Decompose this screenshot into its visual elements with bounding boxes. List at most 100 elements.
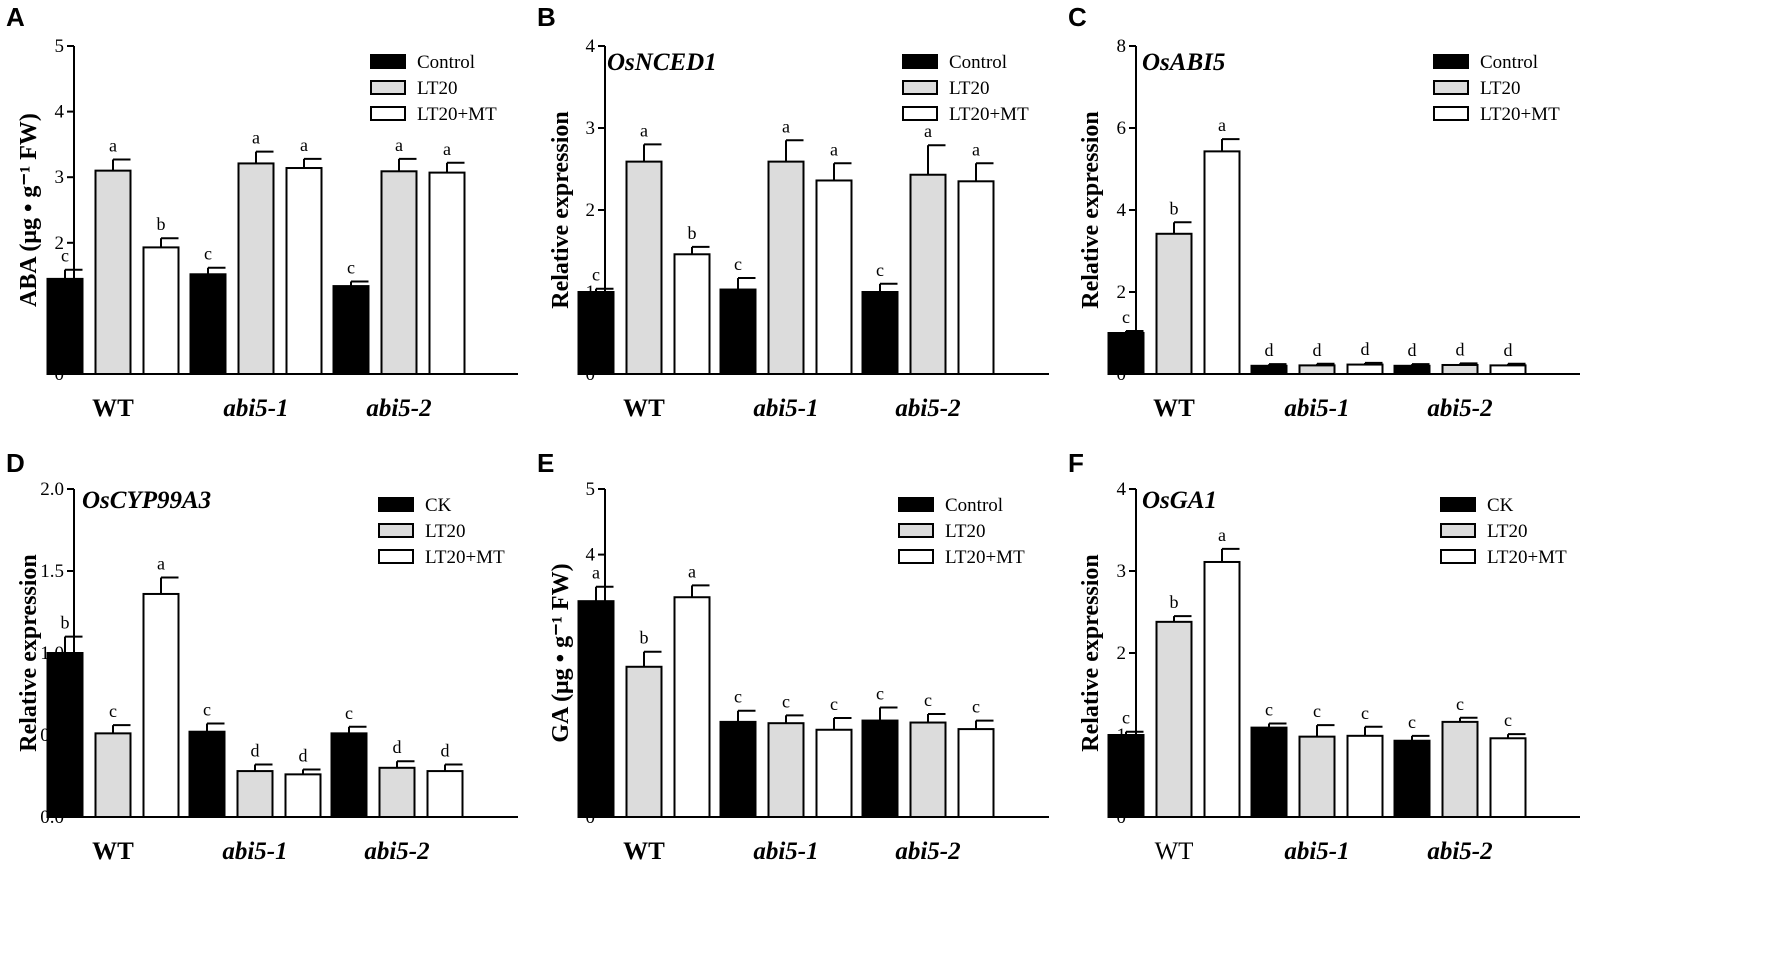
panel-a: A012345ABA (μg • g⁻¹ FW)cccaaabaaWTabi5-… — [6, 2, 518, 422]
significance-letter: d — [1313, 340, 1322, 360]
legend-label: Control — [945, 495, 1003, 516]
significance-letter: c — [876, 260, 884, 280]
legend-swatch — [1433, 80, 1469, 95]
significance-letter: d — [251, 741, 260, 761]
y-tick-label: 1.5 — [40, 561, 64, 582]
legend-label: LT20 — [417, 78, 457, 99]
category-label: abi5-1 — [223, 395, 288, 422]
significance-letter: c — [972, 697, 980, 717]
legend-swatch — [898, 523, 934, 538]
bar-control — [577, 600, 615, 819]
legend-swatch — [1440, 549, 1476, 564]
legend-label: LT20 — [949, 78, 989, 99]
significance-letter: a — [443, 139, 451, 159]
bar-lt20 — [1298, 735, 1336, 819]
panel-b: B01234Relative expressionOsNCED1cccaaaba… — [537, 2, 1049, 422]
significance-letter: c — [592, 265, 600, 285]
category-label: abi5-2 — [895, 395, 960, 422]
significance-letter: a — [592, 563, 600, 583]
bar-control — [719, 288, 757, 376]
panel-letter: F — [1068, 448, 1084, 478]
bar-lt20-mt — [1203, 560, 1241, 818]
y-axis-label: Relative expression — [1078, 111, 1104, 309]
significance-letter: a — [1218, 115, 1226, 135]
bar-control — [1107, 734, 1145, 818]
bar-lt20-mt — [142, 592, 180, 819]
y-tick-label: 3 — [586, 118, 596, 139]
significance-letter: d — [299, 745, 308, 765]
bar-control — [1393, 364, 1431, 375]
significance-letter: c — [1313, 701, 1321, 721]
bar-lt20-mt — [1489, 364, 1527, 376]
panel-letter: C — [1068, 2, 1087, 32]
legend-label: LT20 — [1487, 521, 1527, 542]
significance-letter: d — [393, 737, 402, 757]
significance-letter: c — [1361, 703, 1369, 723]
bar-control — [1393, 739, 1431, 818]
significance-letter: c — [734, 687, 742, 707]
category-label: WT — [1153, 395, 1195, 422]
bar-lt20 — [1441, 720, 1479, 819]
bar-lt20 — [625, 665, 663, 818]
legend-swatch — [378, 523, 414, 538]
category-label: WT — [1155, 838, 1194, 865]
legend-swatch — [902, 80, 938, 95]
bar-lt20-mt — [957, 728, 995, 819]
gene-name: OsGA1 — [1142, 487, 1217, 514]
significance-letter: c — [830, 694, 838, 714]
category-label: abi5-2 — [1427, 838, 1492, 865]
significance-letter: c — [1122, 307, 1130, 327]
legend-label: LT20+MT — [945, 547, 1025, 568]
legend-label: LT20 — [1480, 78, 1520, 99]
legend-swatch — [370, 80, 406, 95]
significance-letter: c — [876, 683, 884, 703]
significance-letter: b — [1170, 198, 1179, 218]
significance-letter: c — [345, 703, 353, 723]
bar-lt20-mt — [815, 179, 853, 375]
bar-control — [332, 285, 370, 376]
bar-lt20 — [1298, 364, 1336, 376]
significance-letter: a — [972, 139, 980, 159]
y-tick-label: 2.0 — [40, 479, 64, 500]
bar-lt20 — [909, 173, 947, 375]
gene-name: OsCYP99A3 — [82, 487, 211, 514]
gene-name: OsNCED1 — [607, 49, 717, 76]
y-axis-label: Relative expression — [16, 554, 42, 752]
bar-control — [330, 732, 368, 818]
significance-letter: b — [1170, 592, 1179, 612]
significance-letter: c — [782, 691, 790, 711]
bar-lt20 — [767, 722, 805, 819]
category-label: WT — [92, 395, 134, 422]
legend-label: Control — [1480, 52, 1538, 73]
bar-control — [861, 719, 899, 818]
y-axis-label: Relative expression — [1078, 554, 1104, 752]
y-tick-label: 8 — [1117, 36, 1127, 57]
significance-letter: a — [1218, 525, 1226, 545]
significance-letter: a — [924, 121, 932, 141]
y-tick-label: 2 — [1117, 643, 1127, 664]
y-tick-label: 4 — [1117, 200, 1127, 221]
y-axis-label: GA (μg • g⁻¹ FW) — [548, 563, 574, 742]
significance-letter: d — [1504, 340, 1513, 360]
legend-swatch — [378, 549, 414, 564]
bar-lt20-mt — [426, 770, 464, 819]
bar-control — [577, 291, 615, 375]
legend-swatch — [370, 106, 406, 121]
bar-lt20 — [94, 732, 132, 818]
significance-letter: a — [782, 116, 790, 136]
legend-swatch — [898, 549, 934, 564]
significance-letter: c — [734, 254, 742, 274]
legend-swatch — [1440, 523, 1476, 538]
bar-lt20-mt — [815, 728, 853, 819]
legend-label: LT20+MT — [949, 104, 1029, 125]
significance-letter: d — [1456, 339, 1465, 359]
significance-letter: a — [252, 128, 260, 148]
category-label: abi5-1 — [1284, 395, 1349, 422]
bar-lt20-mt — [673, 596, 711, 818]
significance-letter: c — [1504, 710, 1512, 730]
y-axis-label: Relative expression — [548, 111, 574, 309]
bar-control — [46, 277, 84, 376]
bar-lt20 — [94, 169, 132, 375]
